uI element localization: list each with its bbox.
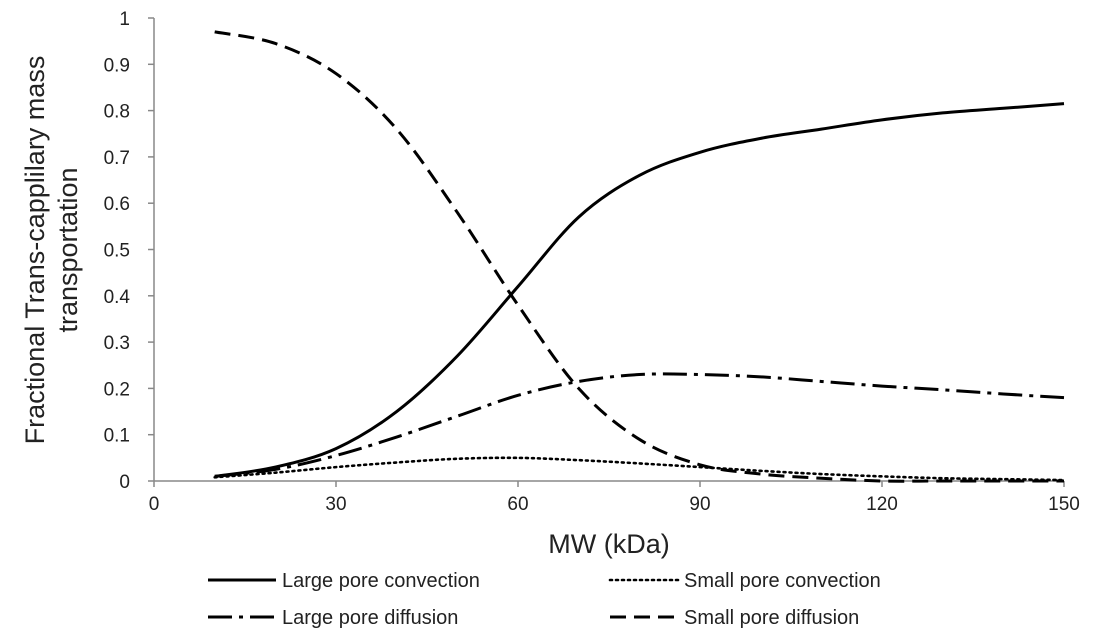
y-tick-label: 0.8: [104, 102, 130, 123]
y-tick-label: 0.1: [104, 426, 130, 447]
y-tick-label: 0.7: [104, 148, 130, 169]
x-ticks: 0 30 60 90 120 150: [149, 481, 1080, 515]
y-tick-label: 0: [119, 472, 130, 493]
y-tick-label: 1: [119, 9, 130, 30]
y-tick-label: 0.2: [104, 379, 130, 400]
y-axis-title-line2: transportation: [53, 167, 83, 332]
series-line-1: [214, 102, 1065, 478]
y-axis-title-line1: Fractional Trans-capplilary mass: [20, 56, 50, 445]
legend-label-2: Small pore convection: [684, 570, 881, 592]
legend: Large pore convection Small pore convecti…: [208, 570, 881, 629]
x-tick-label: 150: [1048, 494, 1080, 515]
series-line-4: [214, 30, 1064, 483]
series-line-3: [214, 372, 1065, 478]
x-tick-label: 30: [325, 494, 346, 515]
x-tick-label: 60: [507, 494, 528, 515]
y-tick-label: 0.6: [104, 194, 130, 215]
legend-label-3: Large pore diffusion: [282, 607, 458, 629]
x-axis-title: MW (kDa): [548, 529, 669, 559]
y-tick-label: 0.3: [104, 333, 130, 354]
legend-label-4: Small pore diffusion: [684, 607, 859, 629]
series-line-2: [213, 456, 1066, 482]
x-tick-label: 0: [149, 494, 160, 515]
y-tick-label: 0.5: [104, 241, 130, 262]
x-tick-label: 90: [689, 494, 710, 515]
axes: [153, 18, 1064, 482]
y-ticks: 0 0.1 0.2 0.3 0.4 0.5 0.6 0.7 0.8 0.9 1: [104, 9, 154, 493]
y-tick-label: 0.4: [104, 287, 131, 308]
legend-label-1: Large pore convection: [282, 570, 480, 592]
y-tick-label: 0.9: [104, 55, 130, 76]
series-lines: [213, 30, 1066, 483]
x-tick-label: 120: [866, 494, 898, 515]
